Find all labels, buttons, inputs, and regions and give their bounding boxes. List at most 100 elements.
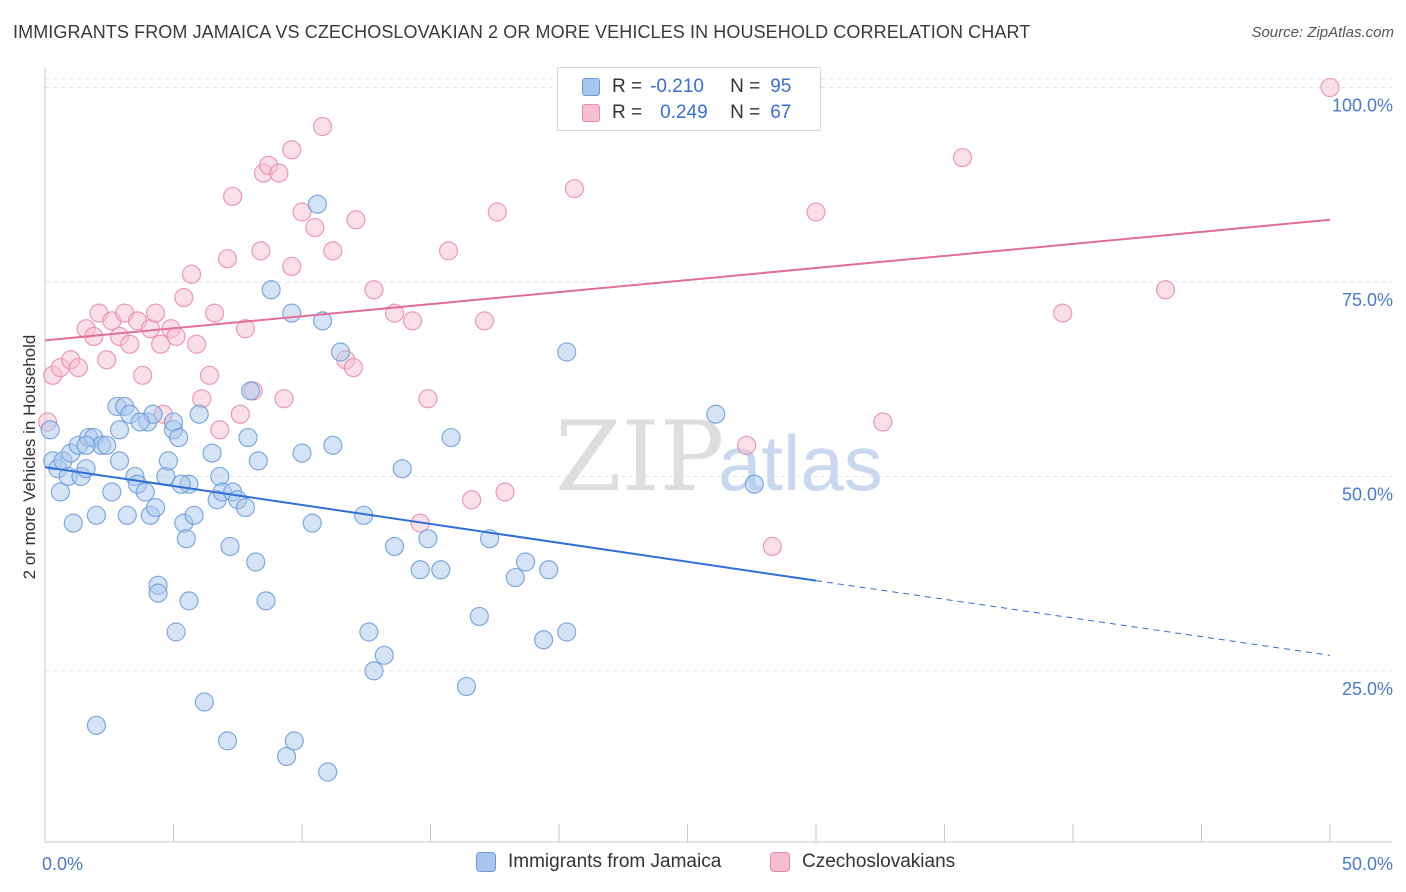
data-point [515, 552, 536, 572]
data-point [251, 241, 271, 261]
data-point [284, 731, 304, 751]
data-point [133, 365, 153, 385]
trend-line-jamaica-extension [815, 580, 1331, 656]
data-point [174, 287, 194, 308]
legend-item-jamaica[interactable]: Immigrants from Jamaica [476, 851, 721, 873]
data-point [86, 505, 107, 525]
watermark-zip: ZIP [555, 401, 724, 513]
axis-labels: 25.0% 50.0% 75.0% 100.0% 0.0% 50.0% 2 or more … [20, 96, 1393, 874]
data-point [169, 427, 189, 448]
data-point [737, 435, 757, 455]
trend-line-czechoslovakians [44, 218, 1331, 342]
data-point [171, 474, 191, 494]
legend-item-czechoslovakians[interactable]: Czechoslovakians [770, 851, 955, 873]
data-point [418, 529, 438, 549]
data-point [305, 217, 325, 238]
data-point [806, 202, 826, 222]
y-axis-label: 2 or more Vehicles in Household [20, 335, 39, 580]
data-point [346, 210, 366, 230]
data-point [359, 622, 379, 642]
legend-label: Czechoslovakians [802, 851, 956, 872]
data-point [418, 389, 438, 409]
data-point [312, 116, 333, 137]
data-point [539, 560, 559, 580]
data-point [392, 459, 412, 479]
data-point [76, 435, 96, 455]
data-point [205, 303, 225, 323]
data-point [223, 186, 243, 207]
data-point [1320, 77, 1340, 98]
data-point [952, 147, 973, 168]
data-point [181, 264, 202, 284]
data-point [323, 241, 343, 261]
data-point [63, 513, 83, 533]
data-point [148, 583, 168, 603]
series-legend: Immigrants from Jamaica Czechoslovakians [0, 851, 1406, 877]
data-point [1053, 303, 1073, 323]
data-point [256, 591, 276, 611]
data-point [151, 334, 171, 354]
data-point [441, 427, 461, 448]
data-point [402, 311, 423, 331]
data-point [210, 466, 230, 487]
data-point [282, 140, 302, 160]
watermark-atlas: atlas [718, 419, 883, 507]
data-point [343, 357, 363, 378]
trend-line-jamaica [44, 466, 817, 582]
data-point [202, 443, 222, 463]
legend-n-value: 67 [770, 102, 792, 123]
data-point [248, 451, 268, 471]
y-tick-label: 50.0% [1342, 484, 1393, 504]
data-point [210, 420, 230, 440]
data-point [235, 319, 256, 339]
legend-r-label: R = [612, 102, 643, 123]
data-point [68, 357, 89, 378]
data-point [762, 536, 782, 557]
data-point [109, 420, 130, 440]
series-czechoslovakians [37, 77, 1340, 557]
legend-row-czechoslovakians: R = 0.249 N = 67 [582, 102, 791, 124]
data-point [323, 435, 343, 455]
data-point [117, 505, 137, 525]
series-jamaica [40, 194, 764, 782]
legend-swatch-blue [476, 852, 496, 872]
legend-r-label: R = [612, 76, 643, 97]
data-point [184, 505, 204, 525]
source-credit: Source: ZipAtlas.com [1251, 24, 1394, 41]
stats-legend: R = -0.210 N = 95 R = 0.249 N = 67 [557, 67, 821, 131]
data-point [194, 692, 214, 712]
data-point [217, 249, 238, 269]
data-point [235, 497, 256, 518]
data-point [318, 762, 338, 782]
data-point [487, 202, 507, 222]
data-point [241, 381, 261, 401]
data-point [274, 389, 294, 409]
data-point [495, 482, 515, 502]
data-point [220, 536, 240, 557]
data-point [744, 474, 764, 494]
data-point [238, 427, 258, 448]
data-point [438, 241, 459, 261]
data-point [166, 622, 186, 642]
y-tick-label: 75.0% [1342, 290, 1393, 310]
data-point [109, 451, 130, 471]
data-point [474, 311, 495, 331]
data-point [217, 731, 238, 751]
data-point [557, 622, 577, 642]
data-point [292, 443, 312, 463]
y-tick-label: 25.0% [1342, 679, 1393, 699]
data-point [145, 497, 166, 518]
legend-swatch-blue [582, 78, 600, 96]
x-tick-label: 50.0% [1342, 854, 1393, 874]
data-point [261, 280, 281, 300]
data-point [230, 404, 250, 424]
y-tick-label: 100.0% [1332, 96, 1393, 116]
data-point [276, 746, 297, 767]
data-point [431, 560, 451, 580]
data-point [199, 365, 220, 385]
data-point [97, 350, 117, 370]
data-point [192, 389, 212, 409]
data-point [469, 606, 489, 627]
chart-title: IMMIGRANTS FROM JAMAICA VS CZECHOSLOVAKI… [13, 22, 1031, 42]
